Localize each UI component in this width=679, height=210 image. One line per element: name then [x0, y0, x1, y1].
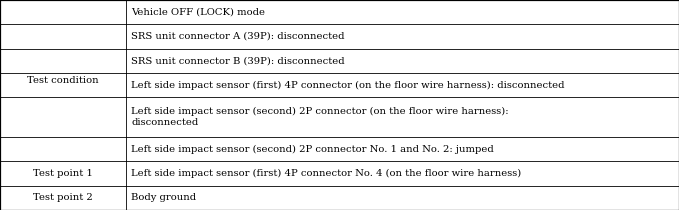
Text: Test point 2: Test point 2: [33, 193, 92, 202]
Text: Test condition: Test condition: [27, 76, 98, 85]
Text: Left side impact sensor (second) 2P connector No. 1 and No. 2: jumped: Left side impact sensor (second) 2P conn…: [131, 145, 494, 154]
Text: Vehicle OFF (LOCK) mode: Vehicle OFF (LOCK) mode: [131, 8, 265, 17]
Text: Body ground: Body ground: [131, 193, 196, 202]
Text: Left side impact sensor (first) 4P connector (on the floor wire harness): discon: Left side impact sensor (first) 4P conne…: [131, 80, 564, 89]
Text: SRS unit connector A (39P): disconnected: SRS unit connector A (39P): disconnected: [131, 32, 344, 41]
Text: Test point 1: Test point 1: [33, 169, 93, 178]
Text: Left side impact sensor (second) 2P connector (on the floor wire harness):
disco: Left side impact sensor (second) 2P conn…: [131, 107, 509, 127]
Text: SRS unit connector B (39P): disconnected: SRS unit connector B (39P): disconnected: [131, 56, 345, 65]
Text: Left side impact sensor (first) 4P connector No. 4 (on the floor wire harness): Left side impact sensor (first) 4P conne…: [131, 169, 521, 178]
